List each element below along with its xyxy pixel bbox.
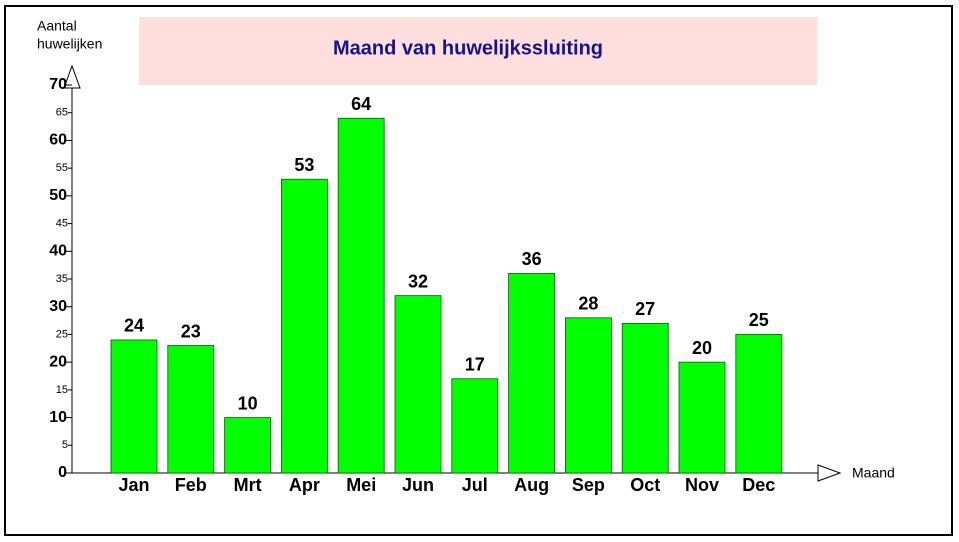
y-tick-label: 40 <box>49 243 67 260</box>
data-label: 10 <box>238 393 258 413</box>
bar <box>394 295 442 474</box>
x-tick-label: Apr <box>289 475 320 495</box>
bar <box>167 345 215 474</box>
data-label: 17 <box>465 355 485 375</box>
x-tick-label: Jul <box>462 475 488 495</box>
bar <box>565 317 612 474</box>
x-tick-label: Jun <box>402 475 434 495</box>
x-tick-label: Nov <box>685 475 719 495</box>
bar <box>735 334 783 474</box>
data-label: 23 <box>181 321 201 341</box>
x-tick-label: Oct <box>630 475 660 495</box>
y-tick-label: 55 <box>56 162 68 174</box>
y-tick-label: 15 <box>56 384 68 396</box>
y-tick-label: 25 <box>56 328 68 340</box>
x-tick-label: Feb <box>175 475 207 495</box>
y-tick-label: 70 <box>49 76 67 93</box>
bar <box>337 117 385 474</box>
bar <box>621 322 669 474</box>
data-label: 28 <box>578 294 598 314</box>
data-label: 53 <box>294 155 314 175</box>
y-tick-label: 65 <box>56 107 68 119</box>
data-label: 64 <box>351 94 371 114</box>
x-tick-label: Aug <box>514 475 549 495</box>
y-tick-label: 0 <box>58 464 67 481</box>
bar <box>508 273 556 474</box>
y-tick-label: 30 <box>49 298 67 315</box>
data-label: 32 <box>408 271 428 291</box>
x-tick-label: Dec <box>742 475 775 495</box>
bar <box>110 339 158 474</box>
y-tick-label: 45 <box>56 217 68 229</box>
bar <box>451 378 499 474</box>
x-tick-label: Sep <box>572 475 605 495</box>
x-axis-label: Maand <box>852 465 895 481</box>
y-axis-label: huwelijken <box>37 36 102 52</box>
bar <box>280 178 328 474</box>
data-label: 36 <box>522 249 542 269</box>
y-tick-label: 50 <box>49 187 67 204</box>
frame <box>4 5 953 536</box>
data-label: 27 <box>635 299 655 319</box>
y-axis-label: Aantal <box>37 18 77 34</box>
data-label: 24 <box>124 316 144 336</box>
title-box <box>139 17 817 85</box>
y-tick-label: 5 <box>62 439 68 451</box>
y-tick-label: 60 <box>49 132 67 149</box>
data-label: 25 <box>749 310 769 330</box>
bar <box>224 417 272 474</box>
x-tick-label: Mei <box>346 475 376 495</box>
x-arrow <box>817 464 842 482</box>
y-tick-label: 20 <box>49 353 67 370</box>
x-tick-label: Jan <box>118 475 149 495</box>
y-tick-label: 10 <box>49 409 67 426</box>
chart-title: Maand van huwelijkssluiting <box>333 37 603 59</box>
bar <box>678 361 726 474</box>
x-tick-label: Mrt <box>234 475 262 495</box>
data-label: 20 <box>692 338 712 358</box>
y-arrow <box>63 64 81 89</box>
y-tick-label: 35 <box>56 273 68 285</box>
